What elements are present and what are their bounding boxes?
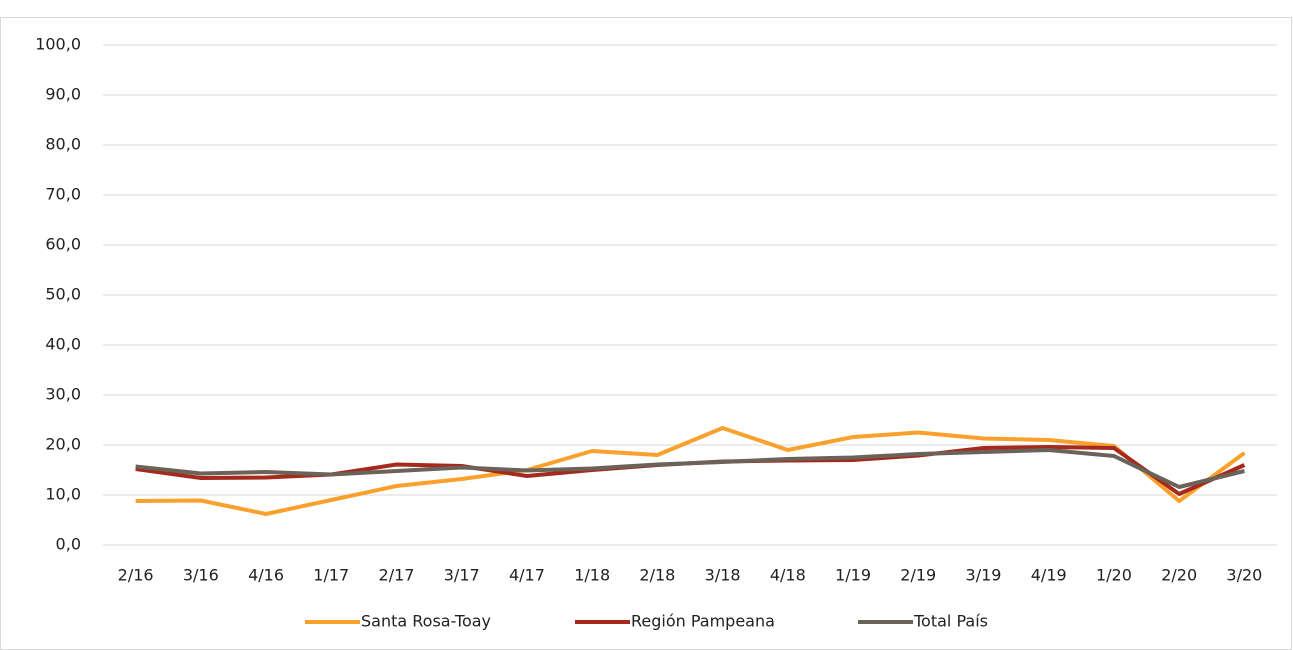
series-line — [135, 448, 1245, 489]
x-tick-label: 2/20 — [1161, 566, 1197, 585]
y-tick-label: 40,0 — [45, 335, 81, 354]
y-tick-label: 80,0 — [45, 135, 81, 154]
y-tick-label: 60,0 — [45, 235, 81, 254]
x-tick-label: 1/18 — [574, 566, 610, 585]
x-tick-label: 1/17 — [313, 566, 349, 585]
legend-label: Región Pampeana — [631, 612, 775, 631]
x-tick-label: 1/20 — [1096, 566, 1132, 585]
y-tick-label: 30,0 — [45, 385, 81, 404]
y-tick-label: 50,0 — [45, 285, 81, 304]
x-tick-label: 3/17 — [444, 566, 480, 585]
legend-label: Santa Rosa-Toay — [361, 612, 491, 631]
y-tick-label: 100,0 — [35, 35, 81, 54]
chart-frame — [0, 17, 1292, 650]
y-tick-label: 20,0 — [45, 435, 81, 454]
y-tick-label: 90,0 — [45, 85, 81, 104]
y-tick-label: 0,0 — [56, 535, 81, 554]
legend-label: Total País — [913, 612, 988, 631]
y-tick-label: 70,0 — [45, 185, 81, 204]
x-tick-label: 3/18 — [705, 566, 741, 585]
x-tick-label: 2/18 — [639, 566, 675, 585]
x-tick-label: 4/18 — [770, 566, 806, 585]
x-tick-label: 3/20 — [1226, 566, 1262, 585]
x-tick-label: 2/16 — [118, 566, 154, 585]
x-tick-label: 3/19 — [966, 566, 1002, 585]
x-tick-label: 4/16 — [248, 566, 284, 585]
x-tick-label: 3/16 — [183, 566, 219, 585]
y-tick-label: 10,0 — [45, 485, 81, 504]
x-tick-label: 2/17 — [379, 566, 415, 585]
x-tick-label: 1/19 — [835, 566, 871, 585]
series-line — [135, 426, 1246, 516]
x-tick-label: 4/19 — [1031, 566, 1067, 585]
x-tick-label: 2/19 — [900, 566, 936, 585]
x-tick-label: 4/17 — [509, 566, 545, 585]
